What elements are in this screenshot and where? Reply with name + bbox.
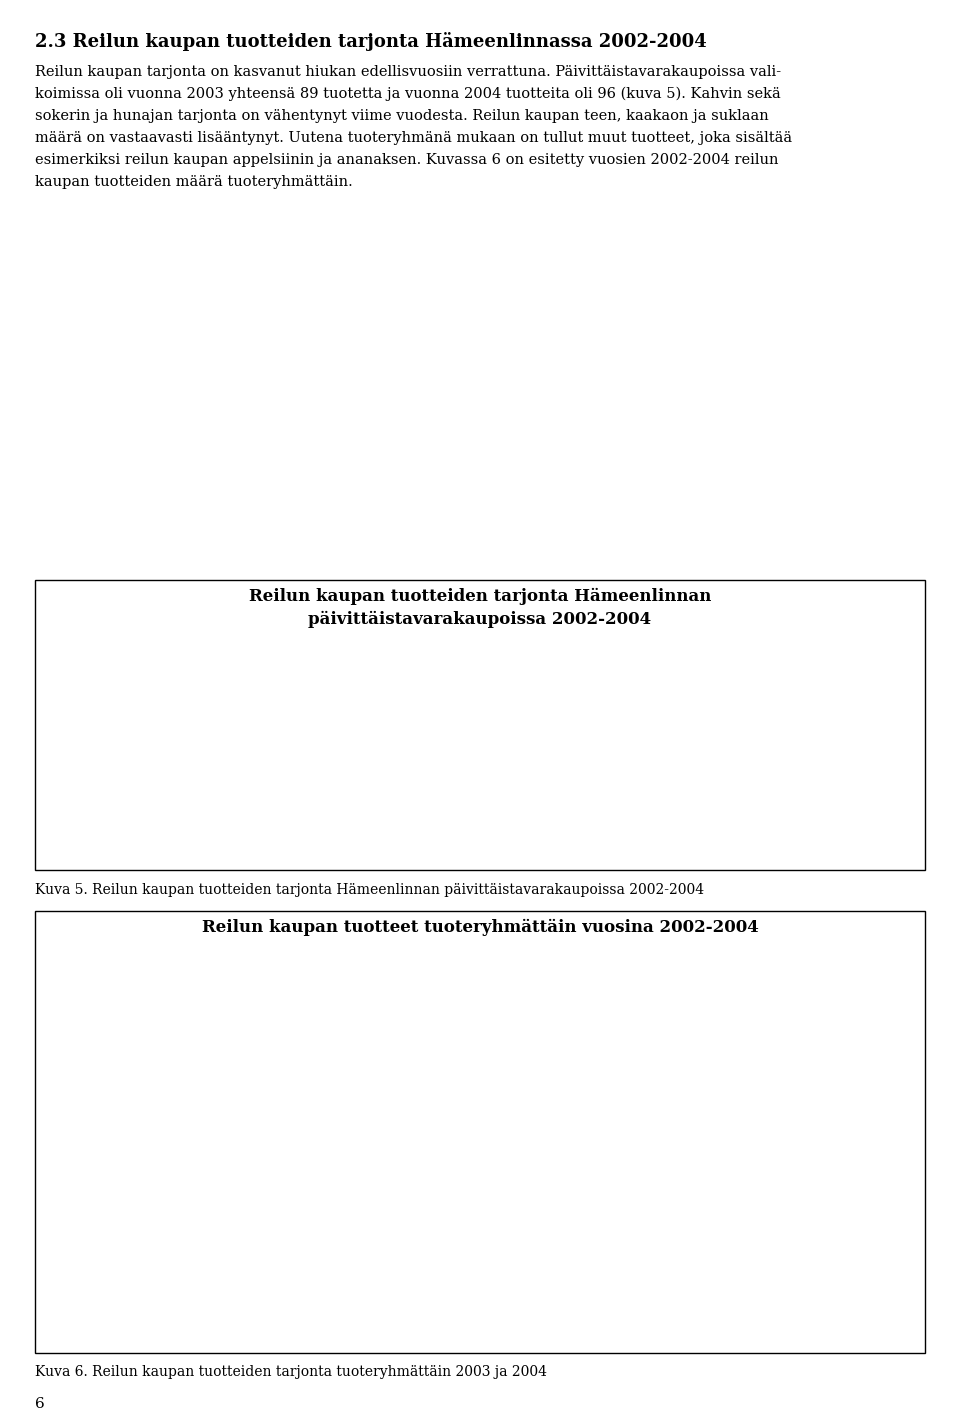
Bar	[765, 1228, 792, 1258]
Bar	[444, 1223, 470, 1258]
Text: Kuva 5. Reilun kaupan tuotteiden tarjonta Hämeenlinnan päivittäistavarakaupoissa: Kuva 5. Reilun kaupan tuotteiden tarjont…	[35, 884, 704, 896]
Legend: 2002, 2003, 2004: 2002, 2003, 2004	[724, 969, 817, 1042]
Bar	[667, 1204, 693, 1258]
Bar	[347, 1187, 372, 1258]
Text: 96: 96	[756, 657, 775, 673]
Bar	[177, 1234, 203, 1258]
Text: päivittäistavarakaupoissa 2002-2004: päivittäistavarakaupoissa 2002-2004	[308, 611, 652, 628]
Text: 6: 6	[35, 1396, 45, 1411]
Text: Kuva 6. Reilun kaupan tuotteiden tarjonta tuoteryhmättäin 2003 ja 2004: Kuva 6. Reilun kaupan tuotteiden tarjont…	[35, 1365, 547, 1379]
Text: kaupan tuotteiden määrä tuoteryhmättäin.: kaupan tuotteiden määrä tuoteryhmättäin.	[35, 175, 352, 190]
Text: 2.3 Reilun kaupan tuotteiden tarjonta Hämeenlinnassa 2002-2004: 2.3 Reilun kaupan tuotteiden tarjonta Hä…	[35, 31, 707, 51]
Bar	[184, 732, 266, 1425]
Bar	[542, 1133, 569, 1258]
Bar	[614, 1210, 640, 1258]
Text: Reilun kaupan tuotteet tuoteryhmättäin vuosina 2002-2004: Reilun kaupan tuotteet tuoteryhmättäin v…	[202, 919, 758, 936]
Text: koimissa oli vuonna 2003 yhteensä 89 tuotetta ja vuonna 2004 tuotteita oli 96 (k: koimissa oli vuonna 2003 yhteensä 89 tuo…	[35, 87, 780, 101]
Bar	[454, 742, 536, 1425]
Bar	[124, 1228, 150, 1258]
Bar	[320, 1157, 347, 1258]
Bar	[275, 1062, 301, 1258]
Text: 90: 90	[215, 717, 234, 732]
Bar	[372, 1139, 399, 1258]
Bar	[516, 1151, 542, 1258]
Bar	[470, 1210, 497, 1258]
Text: 89: 89	[486, 727, 505, 742]
Bar	[640, 1240, 667, 1258]
Bar	[222, 1032, 248, 1258]
Bar	[248, 1003, 275, 1258]
Bar	[418, 1234, 444, 1258]
Text: sokerin ja hunajan tarjonta on vähentynyt viime vuodesta. Reilun kaupan teen, ka: sokerin ja hunajan tarjonta on vähentyny…	[35, 108, 769, 123]
Text: määrä on vastaavasti lisääntynyt. Uutena tuoteryhmänä mukaan on tullut muut tuot: määrä on vastaavasti lisääntynyt. Uutena…	[35, 131, 792, 145]
Bar	[725, 674, 805, 1425]
Text: esimerkiksi reilun kaupan appelsiinin ja ananaksen. Kuvassa 6 on esitetty vuosie: esimerkiksi reilun kaupan appelsiinin ja…	[35, 152, 779, 167]
Bar	[150, 1234, 177, 1258]
Text: Reilun kaupan tuotteiden tarjonta Hämeenlinnan: Reilun kaupan tuotteiden tarjonta Hämeen…	[249, 589, 711, 606]
Text: Reilun kaupan tarjonta on kasvanut hiukan edellisvuosiin verrattuna. Päivittäist: Reilun kaupan tarjonta on kasvanut hiuka…	[35, 66, 781, 78]
Bar	[569, 1157, 595, 1258]
